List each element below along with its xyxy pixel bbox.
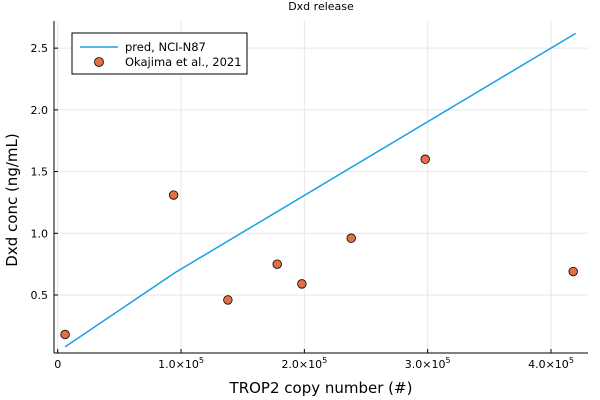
scatter-point xyxy=(168,190,179,200)
y-tick-label: 1.5 xyxy=(31,166,49,179)
y-tick-label: 2.0 xyxy=(31,104,49,117)
series-layer xyxy=(60,32,578,348)
x-tick-label: 3.0×105 xyxy=(405,356,451,371)
series-line-pred xyxy=(64,32,577,348)
scatter-point xyxy=(568,266,578,277)
x-tick-label: 2.0×105 xyxy=(281,356,327,371)
x-axis-label: TROP2 copy number (#) xyxy=(229,379,413,397)
legend-label-okajima: Okajima et al., 2021 xyxy=(125,55,242,69)
scatter-point xyxy=(420,154,430,164)
x-tick-label: 1.0×105 xyxy=(158,356,204,371)
y-tick-label: 0.5 xyxy=(31,289,49,302)
scatter-point xyxy=(60,329,70,340)
scatter-point xyxy=(297,279,307,289)
axes-layer xyxy=(53,21,588,354)
y-tick-label: 1.0 xyxy=(31,227,49,240)
legend-marker-swatch xyxy=(94,57,104,67)
y-tick-label: 2.5 xyxy=(31,42,49,55)
y-axis-label: Dxd conc (ng/mL) xyxy=(3,133,21,266)
chart-title: Dxd release xyxy=(288,0,354,13)
ticks-layer: 0 1.0×105 2.0×105 3.0×105 4.0×105 0.5 1.0 1.5 2.… xyxy=(31,42,574,371)
scatter-point xyxy=(272,259,282,269)
scatter-point xyxy=(223,295,233,305)
x-tick-label: 4.0×105 xyxy=(528,356,574,371)
legend-label-pred: pred, NCI-N87 xyxy=(125,40,206,54)
legend-box xyxy=(71,32,248,75)
x-tick-label: 0 xyxy=(54,358,61,371)
legend: pred, NCI-N87 Okajima et al., 2021 xyxy=(71,32,248,75)
scatter-point xyxy=(346,233,356,243)
